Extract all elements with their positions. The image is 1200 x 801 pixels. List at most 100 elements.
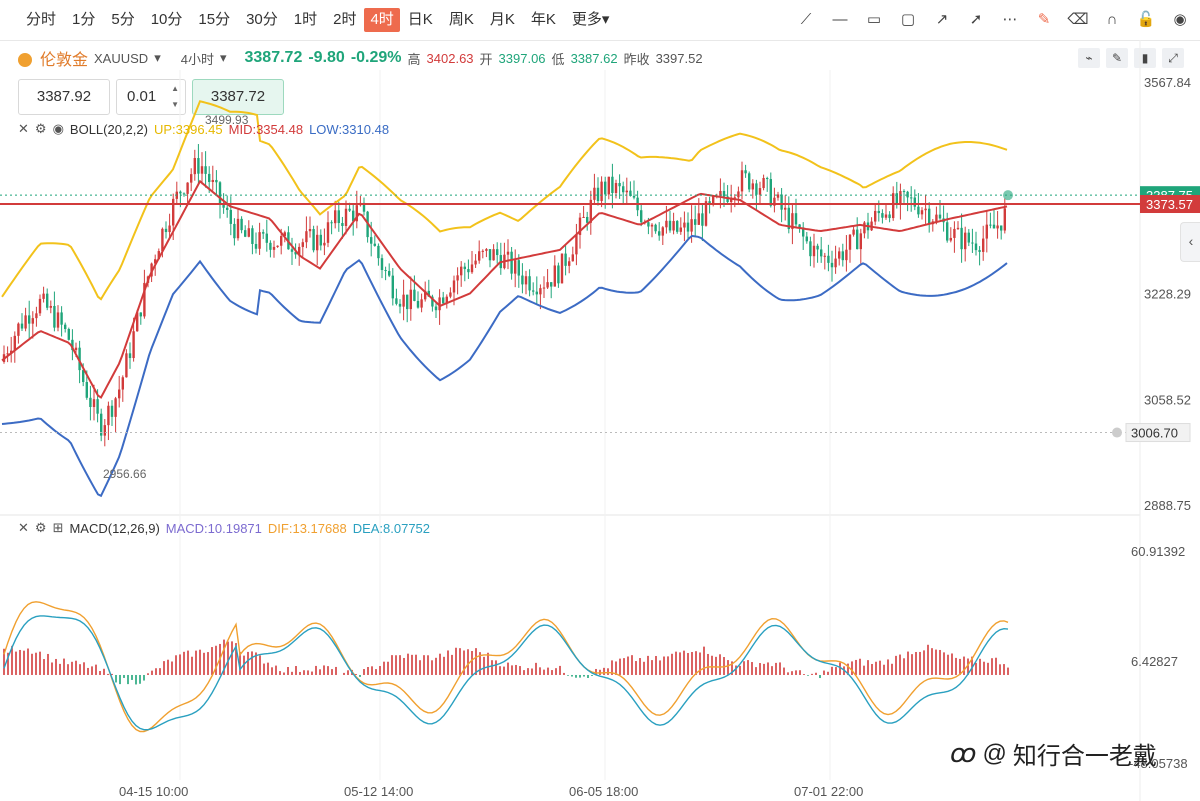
candle-body [600, 181, 603, 202]
period-4[interactable]: 15分 [198, 11, 231, 28]
fullscreen-icon[interactable]: ⤢ [1162, 48, 1184, 68]
candle-body [834, 258, 837, 268]
candle-body [434, 306, 438, 311]
candle-body [362, 202, 366, 212]
close-icon[interactable]: ✕ [18, 121, 29, 136]
chart-controls: ⌁ ✎ ▮ ⤢ [1078, 48, 1184, 68]
candle-body [481, 250, 484, 252]
candle-body [575, 234, 578, 255]
lot-stepper[interactable]: 0.01 ▲ ▼ [116, 79, 186, 115]
lot-up-icon[interactable]: ▲ [171, 84, 179, 93]
candle-body [557, 265, 560, 284]
candle-body [938, 214, 942, 219]
candle-body [784, 207, 787, 210]
period-6[interactable]: 1时 [293, 11, 318, 28]
period-8[interactable]: 4时 [364, 8, 400, 32]
period-9[interactable]: 日K [407, 11, 433, 28]
candle-body [71, 339, 74, 351]
period-label[interactable]: 4小时 [180, 51, 214, 67]
candle-body [456, 275, 459, 281]
more-dots-icon[interactable]: ⋯ [1002, 11, 1018, 28]
low-label: 低 [551, 51, 565, 67]
period-11[interactable]: 月K [489, 11, 515, 28]
candle-body [686, 222, 690, 232]
settings-icon[interactable]: ⚙ [34, 121, 47, 136]
candle-body [298, 246, 301, 255]
candle-body [611, 176, 614, 193]
candle-body [121, 377, 124, 390]
period-0[interactable]: 分时 [26, 11, 57, 28]
lot-down-icon[interactable]: ▼ [171, 100, 179, 109]
candle-body [672, 221, 675, 231]
candle-body [355, 205, 358, 222]
candle-body [10, 350, 13, 354]
high-annotation: 3499.93 [205, 113, 249, 127]
candle-body [143, 282, 146, 317]
candle-body [200, 166, 204, 174]
candle-body [370, 237, 373, 244]
candle-body [820, 249, 823, 257]
lock-icon[interactable]: 🔓 [1136, 11, 1156, 28]
macd-collapse-icon[interactable]: ⊞ [52, 520, 64, 535]
instrument-name[interactable]: 伦敦金 [40, 52, 89, 69]
lot-value[interactable]: 0.01 [127, 88, 157, 105]
candle-body [748, 173, 751, 190]
candle-body [384, 270, 387, 272]
period-5[interactable]: 30分 [246, 11, 278, 28]
edit-icon[interactable]: ✎ [1037, 11, 1051, 28]
period-dropdown-icon[interactable]: ▾ [219, 50, 227, 65]
period-7[interactable]: 2时 [333, 11, 357, 28]
candle-body [449, 292, 452, 297]
arrow-icon[interactable]: ↗ [935, 11, 949, 28]
open-value: 3397.06 [498, 50, 546, 66]
period-3[interactable]: 10分 [150, 11, 183, 28]
arrow-up-right-icon[interactable]: ➚ [969, 11, 983, 28]
magnet-icon[interactable]: ∩ [1106, 10, 1118, 28]
period-10[interactable]: 周K [448, 11, 474, 28]
candle-body [679, 227, 682, 232]
trendline-icon[interactable]: ⟋ [800, 10, 812, 28]
macd-close-icon[interactable]: ✕ [18, 520, 29, 535]
candle-body [856, 229, 859, 250]
chart-type-icon[interactable]: ⌁ [1078, 48, 1100, 68]
rectangle-icon[interactable]: ▭ [866, 11, 882, 28]
candle-body [935, 214, 938, 222]
candle-body [157, 251, 160, 260]
annotation-icon[interactable]: ▢ [900, 11, 916, 28]
period-12[interactable]: 年K [530, 11, 556, 28]
instrument-symbol[interactable]: XAUUSD [94, 50, 149, 66]
candle-body [906, 191, 909, 198]
candle-body [229, 209, 232, 224]
macd-settings-icon[interactable]: ⚙ [34, 520, 47, 535]
candle-body [416, 300, 420, 308]
macd-legend: ✕ ⚙ ⊞ MACD(12,26,9) MACD:10.19871 DIF:13… [18, 520, 430, 536]
candle-body [262, 232, 265, 234]
candle-body [334, 210, 337, 224]
candle-body [953, 228, 956, 238]
macd-value: MACD:10.19871 [165, 520, 262, 536]
collapse-panel-icon[interactable]: ‹ [1180, 222, 1200, 262]
candle-body [550, 282, 553, 287]
symbol-dropdown-icon[interactable]: ▾ [154, 50, 161, 65]
candle-body [802, 227, 805, 237]
period-2[interactable]: 5分 [111, 11, 135, 28]
candle-body [488, 249, 492, 261]
eye-icon[interactable]: ◉ [1173, 11, 1187, 28]
candle-body [1003, 208, 1006, 231]
draw-icon[interactable]: ✎ [1106, 48, 1128, 68]
candle-body [733, 197, 736, 199]
horizontal-line-icon[interactable]: — [832, 10, 848, 28]
candle-body [838, 251, 841, 259]
buy-price-button[interactable]: 3387.72 [192, 79, 284, 115]
candle-body [593, 187, 596, 200]
visibility-icon[interactable]: ◉ [52, 121, 64, 136]
candle-body [730, 197, 733, 203]
period-1[interactable]: 1分 [72, 11, 96, 28]
candle-body [478, 251, 481, 261]
eraser-icon[interactable]: ⌫ [1067, 11, 1089, 28]
candle-body [244, 230, 247, 237]
candle-body [352, 210, 355, 222]
sell-price-button[interactable]: 3387.92 [18, 79, 110, 115]
period-13[interactable]: 更多▾ [571, 11, 610, 28]
